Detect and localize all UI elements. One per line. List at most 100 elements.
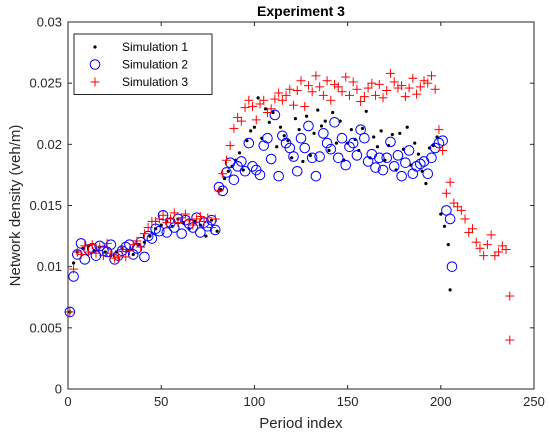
simulation-1-point <box>372 135 376 139</box>
simulation-3-point <box>419 76 429 86</box>
simulation-3-point <box>449 198 459 208</box>
simulation-2-point <box>314 151 325 162</box>
simulation-1-point <box>439 212 443 216</box>
simulation-2-point <box>127 249 139 260</box>
simulation-3-point <box>188 220 198 230</box>
simulation-1-point <box>290 156 294 160</box>
simulation-3-point <box>132 236 142 246</box>
simulation-2-point <box>310 170 322 182</box>
legend-entries: Simulation 1 Simulation 2 Simulation 3 <box>89 40 188 89</box>
simulation-3-point <box>233 112 243 122</box>
simulation-3-point <box>184 215 194 225</box>
chart-title: Experiment 3 <box>257 3 345 19</box>
simulation-1-point <box>252 125 256 129</box>
simulation-1-point <box>323 119 327 123</box>
simulation-3-point <box>374 79 384 89</box>
simulation-3-point <box>367 78 377 88</box>
legend-label: Simulation 3 <box>122 75 188 89</box>
simulation-2-point <box>64 306 76 318</box>
simulation-1-point <box>131 252 135 257</box>
legend-entry: Simulation 2 <box>89 58 188 72</box>
simulation-3-point <box>262 108 272 118</box>
simulation-3-point <box>80 241 90 251</box>
simulation-2-point <box>243 137 255 149</box>
simulation-3-point <box>322 76 332 86</box>
legend-label: Simulation 2 <box>122 58 188 72</box>
simulation-1-point <box>278 125 283 129</box>
simulation-3-point <box>289 100 299 110</box>
simulation-3-point <box>453 202 463 212</box>
simulation-3-point <box>65 307 75 317</box>
simulation-2-point <box>370 162 381 173</box>
simulation-1-point <box>271 110 275 115</box>
simulation-2-point <box>388 161 400 172</box>
simulation-1-point <box>424 181 428 186</box>
simulation-2-point <box>209 224 221 236</box>
simulation-3-point <box>87 240 97 250</box>
simulation-1-point <box>293 117 298 121</box>
simulation-2-point <box>146 233 158 244</box>
legend-box <box>73 33 213 95</box>
simulation-3-point <box>221 155 231 165</box>
simulation-3-point <box>229 123 239 133</box>
simulation-1-point <box>148 234 152 238</box>
simulation-3-point <box>214 186 224 196</box>
x-tick-label: 50 <box>154 394 168 409</box>
simulation-1-point <box>435 135 439 139</box>
simulation-3-point <box>415 82 425 92</box>
simulation-3-point <box>281 90 291 100</box>
simulation-3-point <box>207 223 217 233</box>
legend-label: Simulation 1 <box>122 40 188 54</box>
y-axis-title: Network density (veh/m) <box>7 125 24 287</box>
simulation-2-point <box>351 150 363 161</box>
simulation-3-point <box>292 86 302 96</box>
simulation-3-point <box>505 335 515 345</box>
simulation-1-point <box>267 120 271 124</box>
y-tick-label: 0.01 <box>37 259 62 274</box>
simulation-3-point <box>259 95 269 105</box>
simulation-3-point <box>151 216 161 226</box>
simulation-3-point <box>330 79 340 89</box>
simulation-3-point <box>333 82 343 92</box>
simulation-3-point <box>315 82 325 92</box>
simulation-2-point <box>340 159 352 171</box>
simulation-1-point <box>304 114 309 118</box>
simulation-3-point <box>490 251 500 261</box>
simulation-2-point <box>154 225 165 237</box>
simulation-2-point <box>344 141 355 153</box>
simulation-2-point <box>291 165 303 177</box>
legend-marker <box>89 59 101 70</box>
simulation-3-point <box>423 78 433 88</box>
simulation-3-point <box>106 248 116 258</box>
simulation-2-point <box>336 132 348 144</box>
simulation-3-point <box>203 213 213 223</box>
simulation-3-point <box>412 89 422 99</box>
simulation-3-point <box>471 237 481 247</box>
simulation-2-point <box>325 143 337 155</box>
simulation-1-point <box>226 169 230 173</box>
simulation-1-point <box>308 153 312 157</box>
simulation-1-point <box>249 129 253 133</box>
simulation-3-point <box>438 145 448 155</box>
simulation-1-point <box>312 131 316 135</box>
simulation-2-point <box>262 132 273 144</box>
simulation-2-point <box>303 120 314 132</box>
simulation-3-point <box>162 218 172 228</box>
simulation-1-point <box>256 96 260 100</box>
simulation-3-point <box>102 238 112 248</box>
simulation-3-point <box>143 223 153 233</box>
legend-entry: Simulation 3 <box>90 75 188 89</box>
simulation-3-point <box>434 125 444 135</box>
simulation-3-point <box>303 81 313 91</box>
x-tick-label: 0 <box>64 394 71 409</box>
simulation-1-point <box>275 145 279 149</box>
simulation-2-point <box>392 150 404 161</box>
simulation-3-point <box>348 77 358 87</box>
simulation-2-point <box>176 228 188 239</box>
simulation-1-point <box>282 134 286 138</box>
simulation-3-point <box>117 245 127 255</box>
simulation-3-point <box>397 81 407 91</box>
simulation-3-point <box>128 240 138 250</box>
simulation-1-point <box>159 223 163 227</box>
x-tick-label: 200 <box>430 394 452 409</box>
